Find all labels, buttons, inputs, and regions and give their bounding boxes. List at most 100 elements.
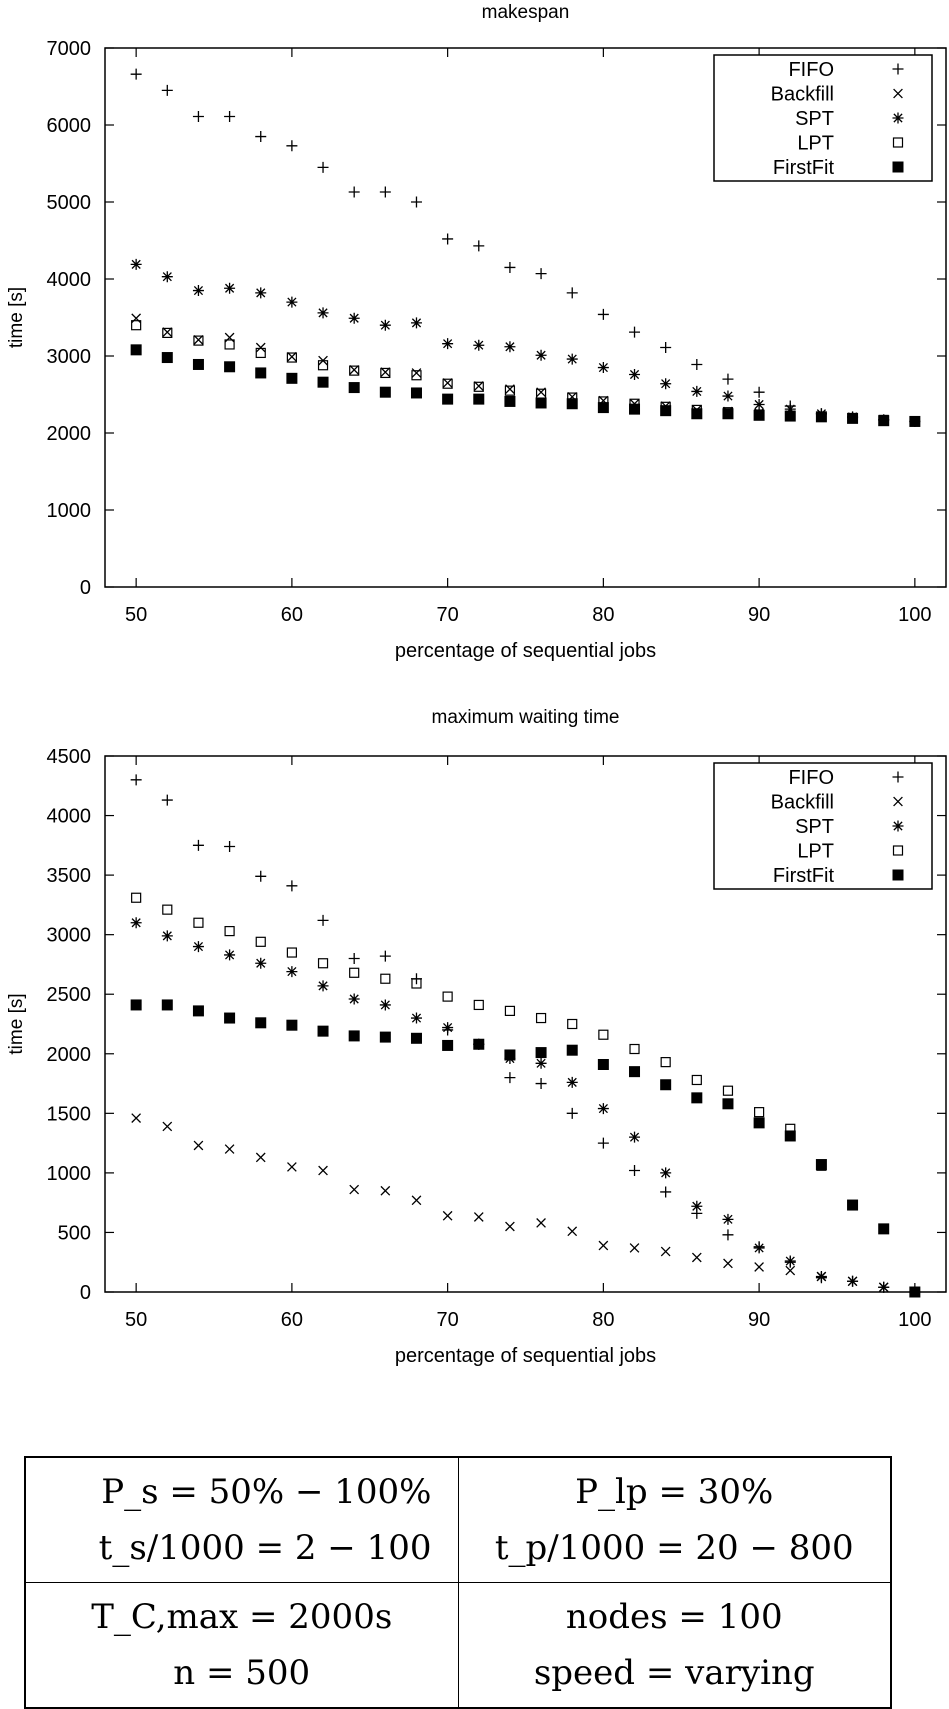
data-point xyxy=(504,385,516,396)
data-point xyxy=(287,351,297,362)
y-tick-label: 0 xyxy=(80,1282,91,1304)
data-point xyxy=(473,393,485,405)
data-point xyxy=(255,131,267,143)
data-point xyxy=(691,1252,702,1263)
legend-marker-fifo xyxy=(892,771,904,783)
data-point xyxy=(566,353,578,365)
data-point xyxy=(597,1058,609,1070)
data-point xyxy=(161,794,173,806)
plp-param: P_lp = 30% xyxy=(575,1472,774,1512)
legend-entry-backfill: Backfill xyxy=(771,792,834,814)
data-point xyxy=(380,973,391,984)
tc-max-param: T_C,max = 2000s xyxy=(91,1597,393,1637)
x-tick-label: 80 xyxy=(592,604,614,626)
data-point xyxy=(224,1012,236,1024)
data-point xyxy=(660,1057,671,1068)
data-point xyxy=(566,1107,578,1119)
x-tick-label: 70 xyxy=(437,604,459,626)
y-tick-label: 4000 xyxy=(47,806,92,828)
data-point xyxy=(192,1005,204,1017)
data-point xyxy=(130,774,142,786)
sequential-job-params-cell: P_s = 50% − 100% t_s/1000 = 2 − 100 xyxy=(24,1456,459,1583)
data-point xyxy=(535,397,547,409)
data-point xyxy=(130,344,142,356)
data-point xyxy=(442,1022,454,1034)
data-point xyxy=(535,268,547,280)
data-point xyxy=(193,1140,204,1151)
data-point xyxy=(567,1018,578,1030)
data-point xyxy=(442,1210,453,1221)
data-point xyxy=(753,386,765,398)
series-backfill xyxy=(131,1113,920,1297)
data-point xyxy=(224,949,236,961)
data-point xyxy=(379,950,391,962)
plot-frame xyxy=(104,755,947,1293)
series-lpt xyxy=(131,320,920,427)
data-point xyxy=(535,1057,547,1069)
legend-marker-lpt xyxy=(892,845,904,856)
data-point xyxy=(723,1258,733,1269)
data-point xyxy=(224,282,236,294)
data-point xyxy=(317,307,329,319)
data-point xyxy=(130,917,142,929)
data-point xyxy=(286,947,297,958)
data-point xyxy=(660,1186,672,1198)
data-point xyxy=(753,1242,765,1254)
data-point xyxy=(753,1117,765,1129)
legend-entry-fifo: FIFO xyxy=(788,767,834,789)
data-point xyxy=(255,287,267,299)
x-tick-label: 100 xyxy=(898,604,931,626)
data-point xyxy=(379,1031,391,1043)
legend-marker-lpt xyxy=(892,137,904,148)
y-tick-label: 3500 xyxy=(47,865,92,887)
data-point xyxy=(660,1167,672,1179)
data-point xyxy=(286,1019,298,1031)
y-tick-label: 4000 xyxy=(47,269,92,291)
system-params-cell: T_C,max = 2000s n = 500 xyxy=(24,1582,459,1709)
data-point xyxy=(162,1121,173,1132)
x-axis-label: percentage of sequential jobs xyxy=(395,1345,656,1367)
data-point xyxy=(722,373,734,385)
data-point xyxy=(286,880,298,892)
y-tick-label: 1000 xyxy=(47,500,92,522)
data-point xyxy=(629,368,641,380)
data-point xyxy=(193,334,204,345)
data-point xyxy=(255,1017,267,1029)
ps-param: P_s = 50% − 100% xyxy=(101,1472,432,1512)
y-tick-label: 6000 xyxy=(47,115,92,137)
data-point xyxy=(224,841,236,853)
data-point xyxy=(348,952,360,964)
data-point xyxy=(815,1271,827,1283)
data-point xyxy=(535,349,547,361)
data-point xyxy=(473,1212,484,1222)
data-point xyxy=(722,408,734,420)
data-point xyxy=(192,941,204,953)
data-point xyxy=(317,1025,329,1037)
tp-param: t_p/1000 = 20 − 800 xyxy=(494,1528,854,1568)
data-point xyxy=(629,1066,641,1078)
legend-marker-backfill xyxy=(893,88,903,99)
y-tick-label: 2000 xyxy=(47,423,92,445)
data-point xyxy=(442,338,454,350)
data-point xyxy=(784,410,796,422)
data-point xyxy=(255,347,266,359)
data-point xyxy=(629,403,641,415)
legend-entry-spt: SPT xyxy=(795,816,834,838)
data-point xyxy=(597,1103,609,1115)
data-point xyxy=(567,1226,578,1237)
y-tick-label: 500 xyxy=(58,1222,91,1244)
data-point xyxy=(317,360,329,371)
data-point xyxy=(410,387,422,399)
data-point xyxy=(505,1221,515,1232)
data-point xyxy=(722,1098,734,1110)
data-point xyxy=(784,1130,796,1142)
y-tick-label: 4500 xyxy=(47,746,92,768)
data-point xyxy=(566,1044,578,1056)
data-point xyxy=(878,415,890,427)
legend-entry-spt: SPT xyxy=(795,108,834,130)
data-point xyxy=(847,1199,859,1211)
data-point xyxy=(130,68,142,80)
data-point xyxy=(286,352,297,363)
data-point xyxy=(597,1137,609,1149)
